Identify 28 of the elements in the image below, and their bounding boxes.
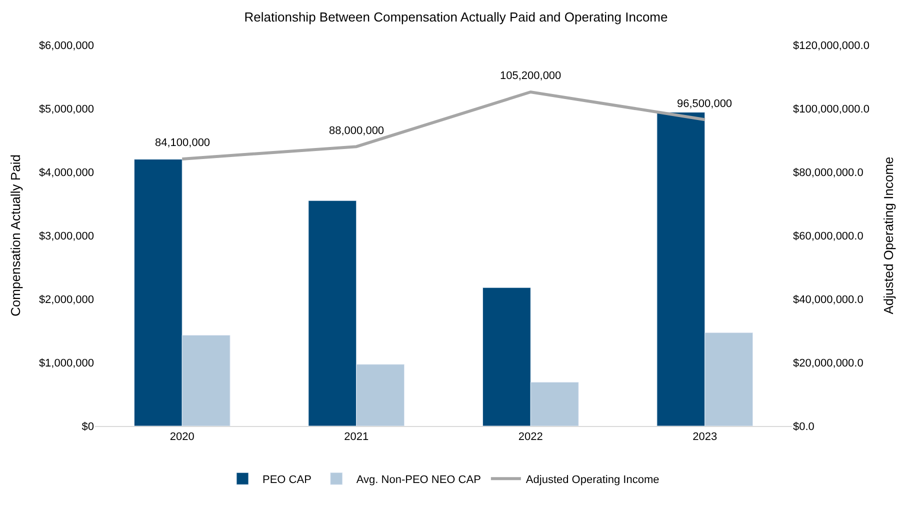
y-tick-label: $4,000,000: [38, 166, 94, 179]
y2-tick-label: $0.0: [793, 420, 814, 433]
y2-tick-label: $40,000,000.0: [793, 294, 864, 306]
y2-tick-label: $80,000,000.0: [793, 166, 864, 179]
y2-tick-label: $60,000,000.0: [793, 230, 864, 242]
legend-label: PEO CAP: [262, 474, 312, 486]
y-axis-title: Compensation Actually Paid: [8, 154, 23, 316]
y-tick-label: $1,000,000: [38, 357, 94, 370]
x-tick-label: 2022: [518, 431, 543, 444]
x-tick-label: 2020: [170, 431, 194, 444]
chart-title: Relationship Between Compensation Actually Paid and Operating Income: [244, 10, 668, 25]
y-tick-label: $5,000,000: [38, 103, 94, 116]
y2-tick-label: $20,000,000.0: [793, 357, 864, 370]
y2-tick-label: $100,000,000.0: [793, 103, 870, 116]
y-tick-label: $6,000,000: [38, 40, 94, 52]
data-label: 105,200,000: [500, 70, 562, 82]
data-label: 84,100,000: [155, 137, 210, 149]
y2-axis-title: Adjusted Operating Income: [881, 156, 896, 314]
y-tick-label: $0: [82, 420, 94, 433]
legend-label: Adjusted Operating Income: [526, 474, 660, 486]
legend-label: Avg. Non-PEO NEO CAP: [356, 474, 481, 486]
data-label: 88,000,000: [329, 125, 384, 137]
y-tick-label: $2,000,000: [38, 294, 94, 306]
y2-tick-label: $120,000,000.0: [793, 40, 870, 52]
y-tick-label: $3,000,000: [38, 230, 94, 242]
x-tick-label: 2021: [344, 431, 369, 444]
data-label: 96,500,000: [677, 98, 732, 110]
x-tick-label: 2023: [692, 431, 718, 444]
